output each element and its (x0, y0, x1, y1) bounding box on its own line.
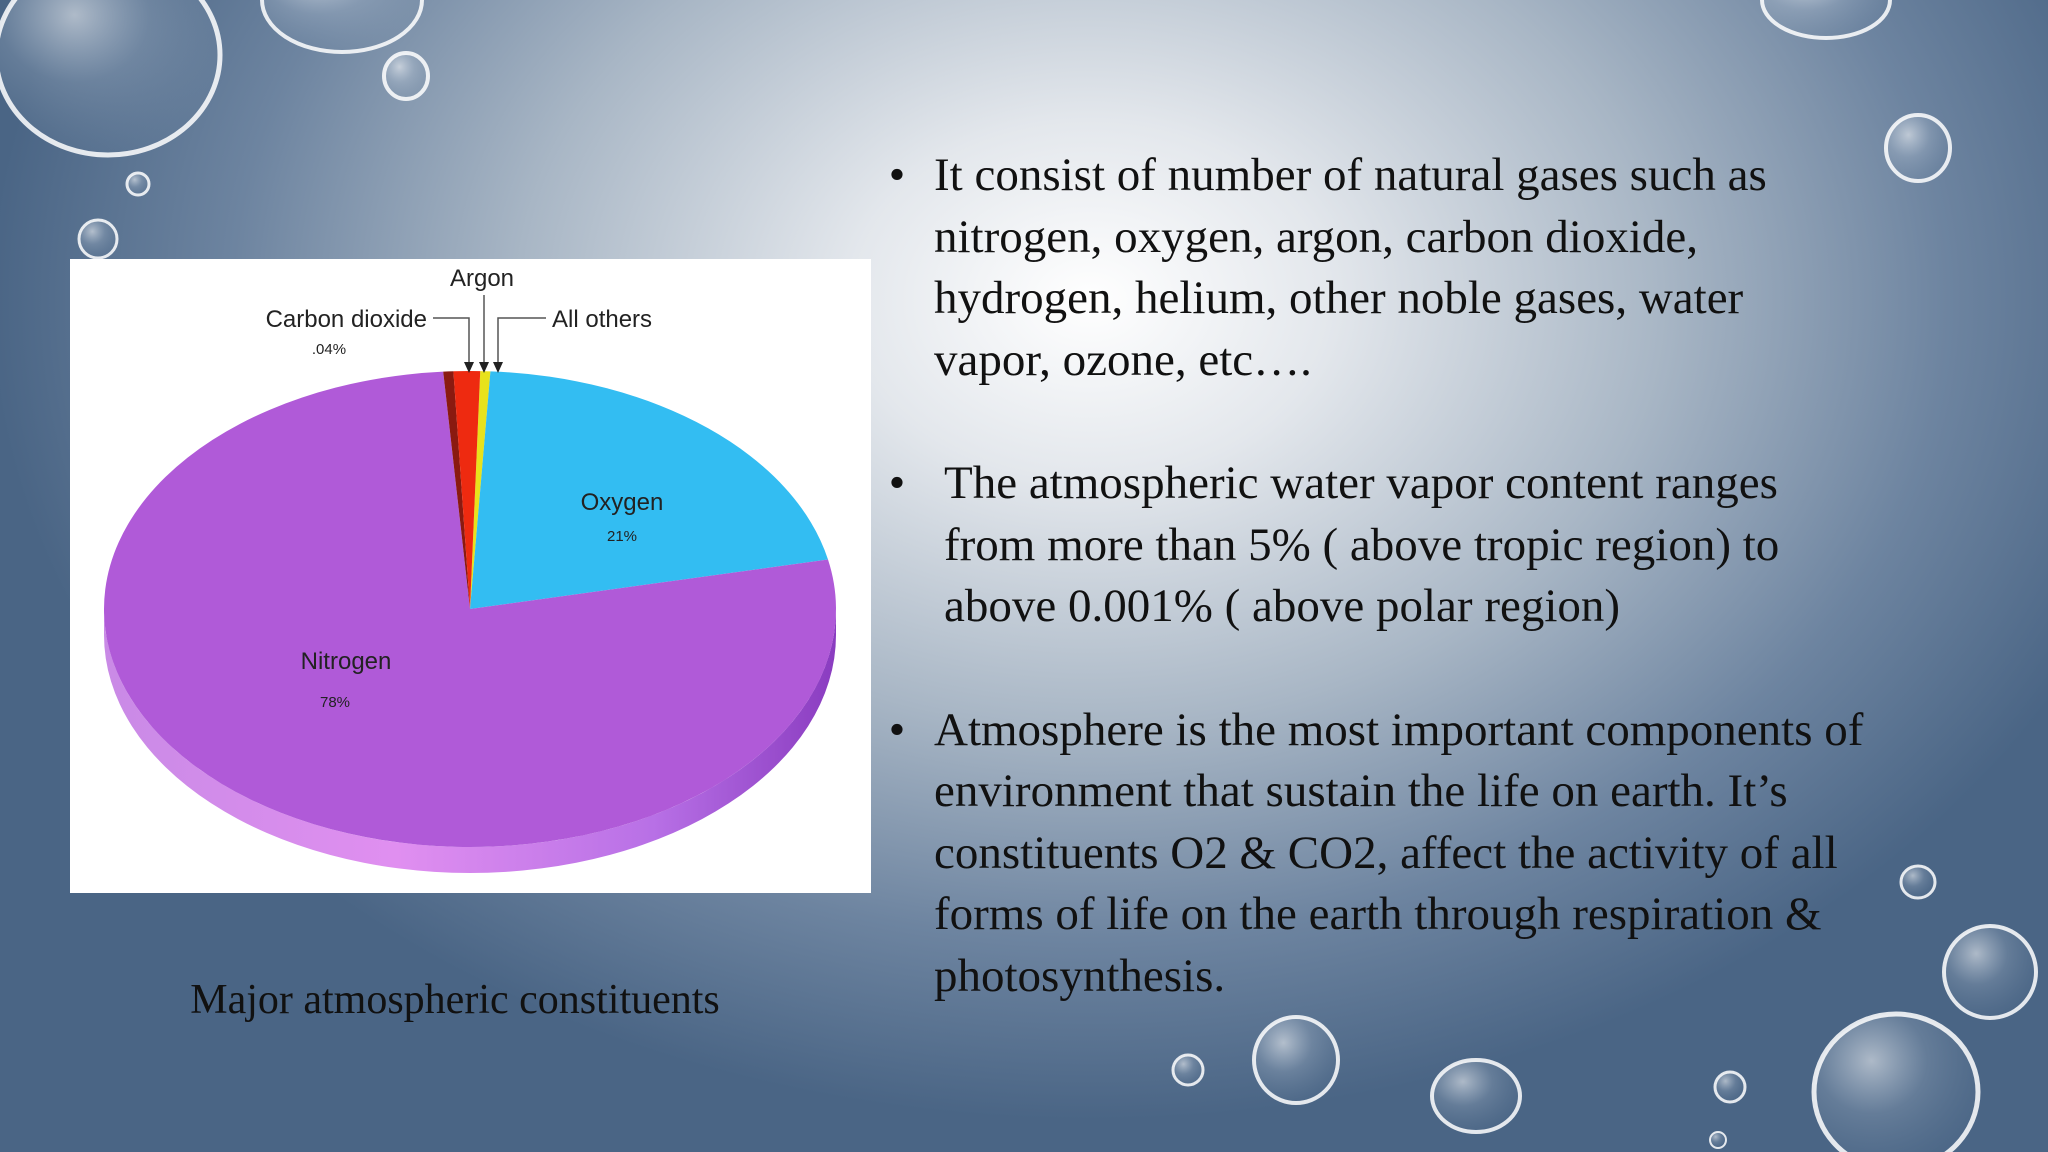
label-argon: Argon (450, 265, 514, 292)
leader-co2 (433, 317, 470, 371)
bullet-line: Atmosphere is the most important compone… (934, 703, 1864, 756)
pie-slice-nitrogen (103, 371, 836, 848)
bullet-dot: • (888, 703, 906, 756)
bullet-line: The atmospheric water vapor content rang… (944, 457, 1778, 509)
label-co2-pct: .04% (312, 341, 346, 358)
pie-leader-lines (433, 295, 546, 373)
bullet-line: constituents O2 & CO2, affect the activi… (934, 826, 1838, 879)
bullet-line: forms of life on the earth through respi… (934, 888, 1822, 940)
bullet-item-gases: • It consist of number of natural gases … (880, 145, 2020, 391)
bullet-line: hydrogen, helium, other noble gases, wat… (934, 272, 1744, 324)
arrow-co2 (464, 362, 474, 373)
leader-others (497, 317, 546, 371)
label-nitrogen: Nitrogen (301, 648, 392, 675)
bullet-line: vapor, ozone, etc…. (934, 333, 1312, 386)
arrow-argon (479, 362, 489, 373)
label-others: All others (552, 306, 652, 333)
arrow-others (493, 362, 503, 373)
bullet-line: nitrogen, oxygen, argon, carbon dioxide, (934, 210, 1699, 263)
bullet-line: above 0.001% ( above polar region) (944, 580, 1621, 632)
pie-chart-panel: Argon Carbon dioxide .04% All others Oxy… (70, 259, 871, 893)
bullet-line: environment that sustain the life on ear… (934, 765, 1788, 817)
pie-slices (103, 371, 836, 848)
pie-slice-argon (453, 371, 481, 609)
bullet-dot: • (888, 457, 906, 509)
pie-chart: Argon Carbon dioxide .04% All others Oxy… (103, 265, 836, 873)
chart-caption: Major atmospheric constituents (190, 977, 720, 1023)
label-oxygen: Oxygen (581, 489, 664, 516)
bullet-item-water-vapor: • The atmospheric water vapor content ra… (880, 453, 2020, 638)
bullet-line: photosynthesis. (934, 949, 1226, 1002)
label-nitrogen-pct: 78% (320, 694, 350, 711)
pie-slice-oxygen (470, 371, 828, 609)
bullet-list: • It consist of number of natural gases … (880, 145, 2020, 1007)
bullet-dot: • (888, 149, 906, 201)
bullet-item-importance: • Atmosphere is the most important compo… (880, 700, 2020, 1008)
bullet-line: It consist of number of natural gases su… (934, 149, 1767, 201)
bullet-line: from more than 5% ( above tropic region)… (944, 518, 1780, 571)
pie-slice-co2 (443, 371, 470, 609)
pie-slice-others (470, 371, 491, 609)
label-oxygen-pct: 21% (607, 528, 637, 545)
label-co2: Carbon dioxide (266, 306, 427, 333)
